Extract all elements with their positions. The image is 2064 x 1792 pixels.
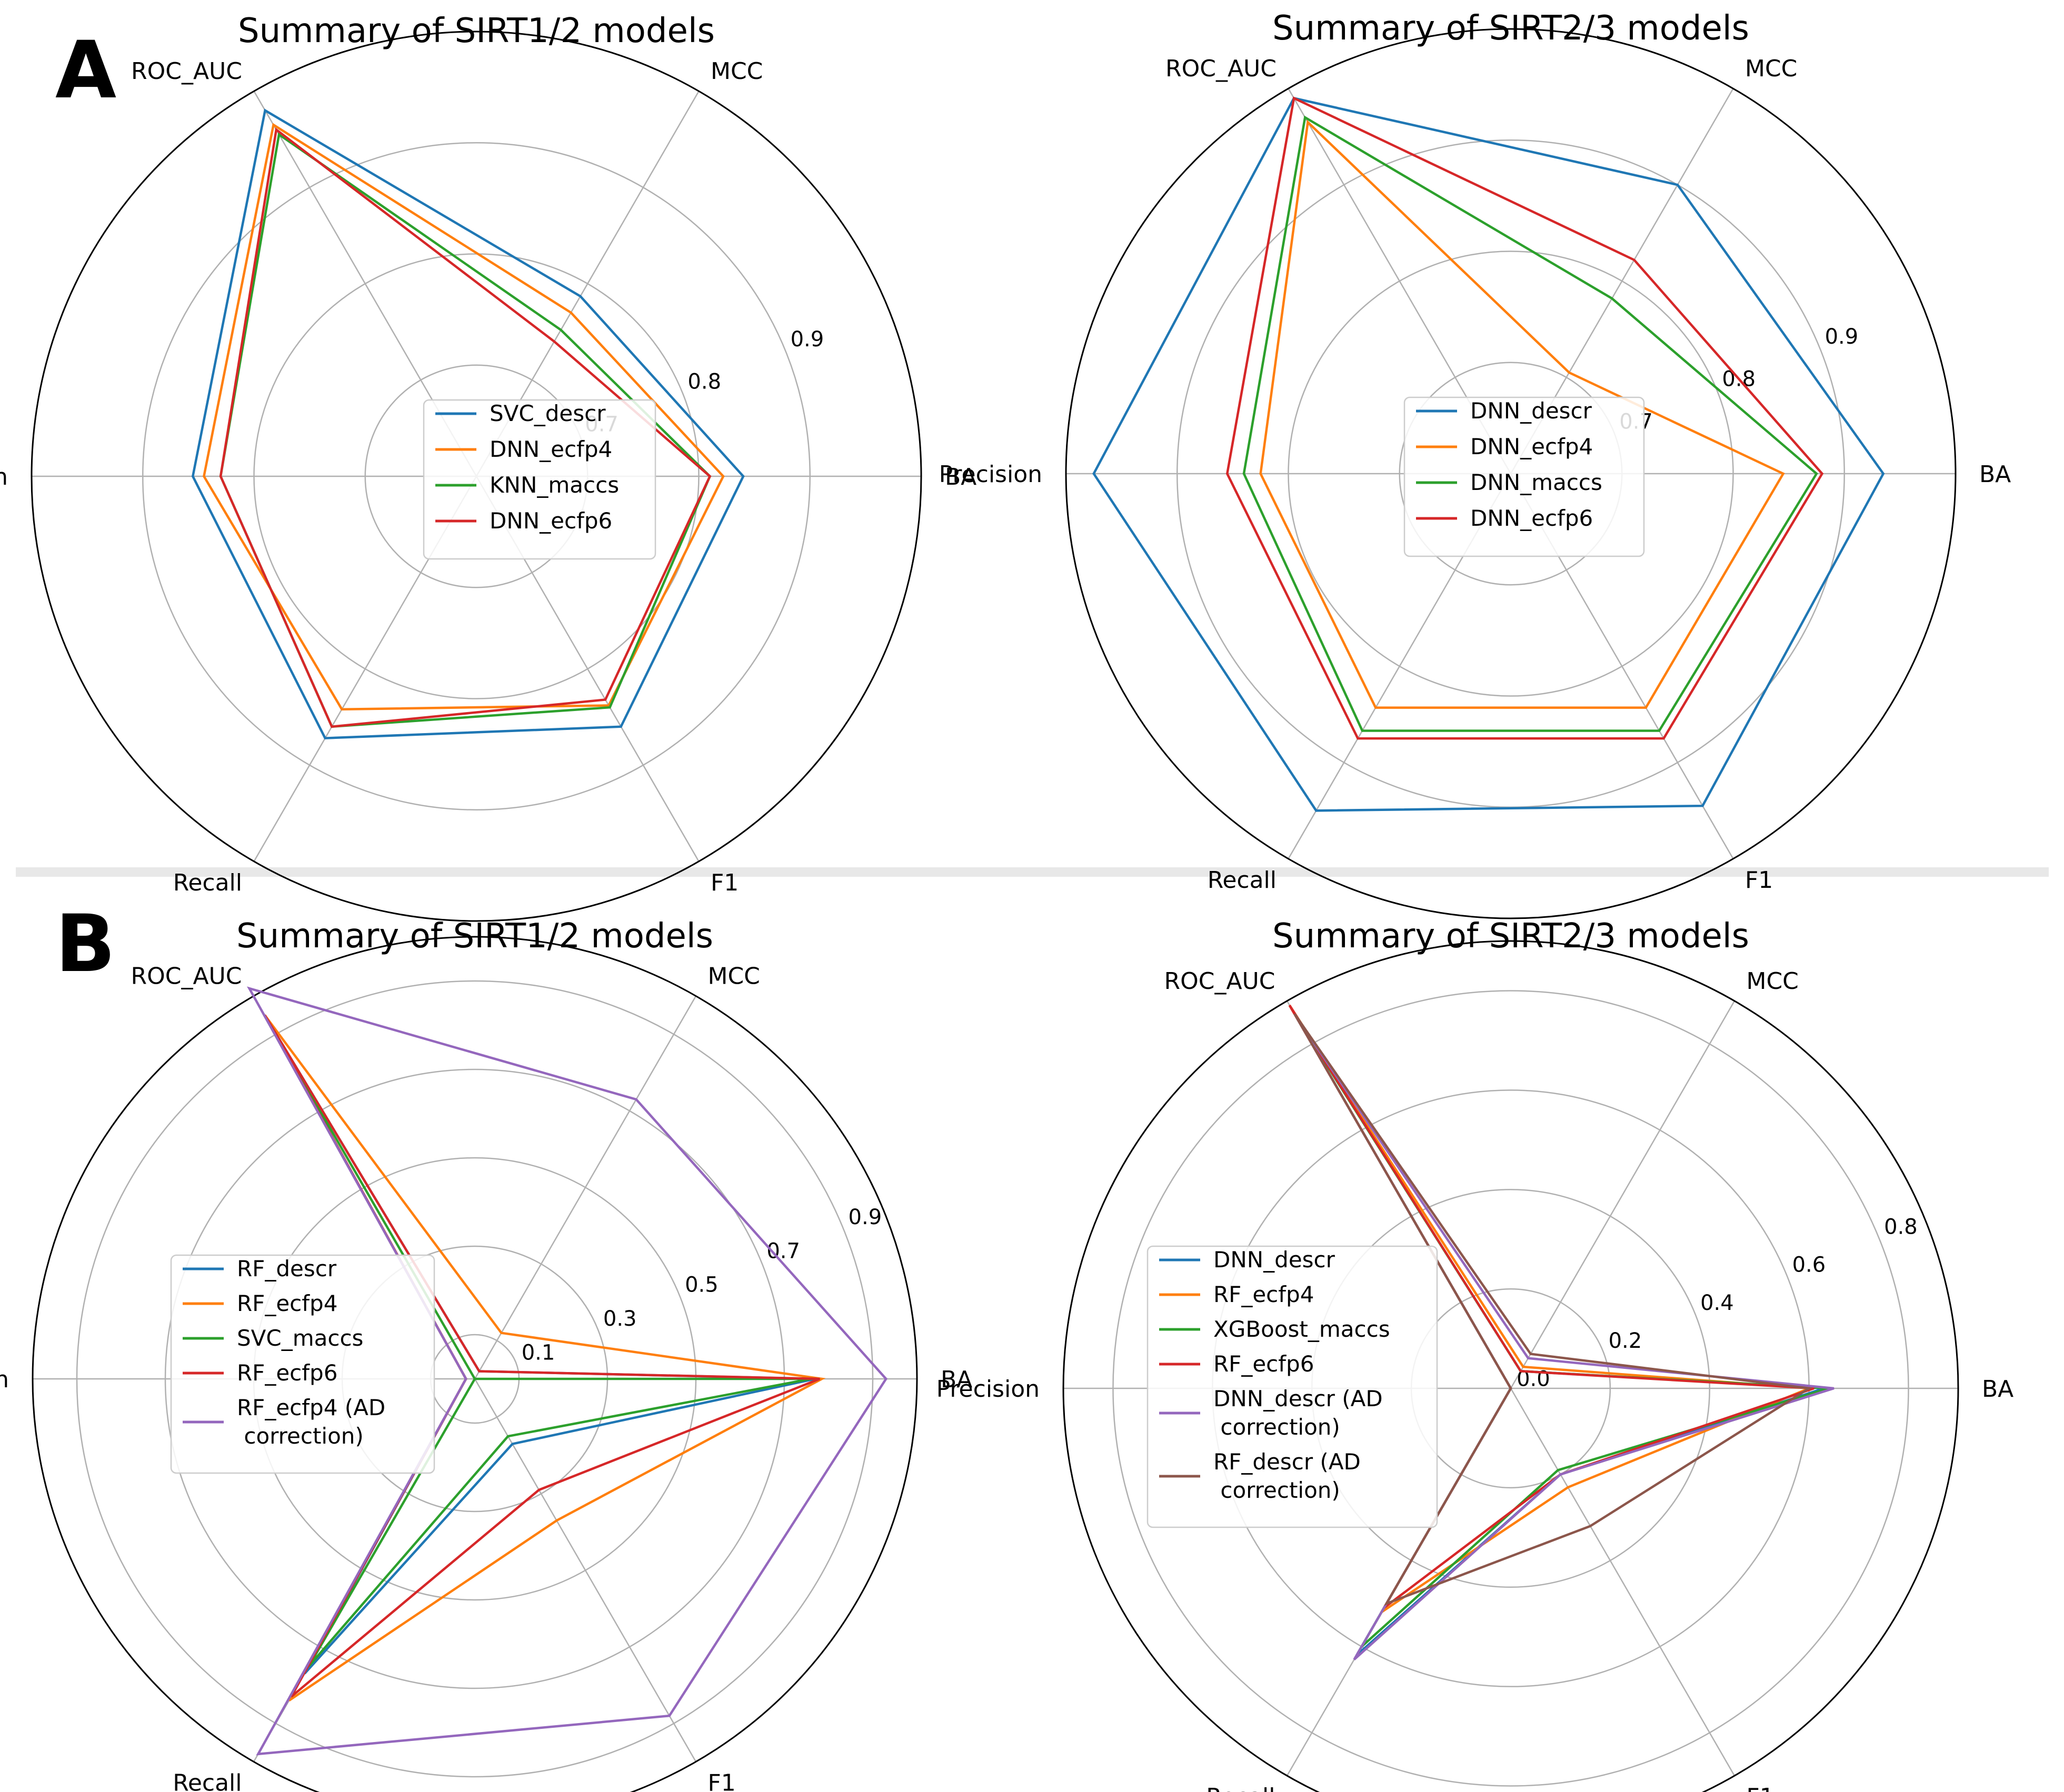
polar-frame <box>32 936 918 1792</box>
axis-label-precision: Precision <box>939 461 1042 488</box>
axis-label-roc-auc: ROC_AUC <box>1164 968 1275 995</box>
axis-label-recall: Recall <box>1208 867 1277 894</box>
axis-label-roc-auc: ROC_AUC <box>131 58 242 85</box>
radial-tick-label: 0.5 <box>685 1273 719 1297</box>
series-line-4 <box>1225 96 1824 740</box>
legend-entry-4: DNN_ecfp6 <box>490 508 612 534</box>
series-line-2 <box>1259 119 1785 709</box>
axis-spoke <box>1510 1000 1736 1389</box>
legend-entry-4: RF_ecfp6 <box>1213 1351 1314 1377</box>
radial-tick-label: 0.9 <box>849 1205 882 1229</box>
legend-entry-6: RF_descr (AD correction) <box>1213 1449 1361 1503</box>
legend-entry-1: DNN_descr <box>1470 398 1592 424</box>
series-line-1 <box>191 108 745 739</box>
axis-label-mcc: MCC <box>711 58 763 85</box>
axis-spoke <box>1510 1388 1736 1776</box>
polar-frame <box>31 31 922 922</box>
series-line-4 <box>219 127 712 728</box>
axis-label-f1: F1 <box>1745 867 1773 894</box>
polar-frame <box>1062 940 1959 1792</box>
axis-label-f1: F1 <box>708 1769 736 1792</box>
series-line-3 <box>275 1034 811 1667</box>
legend-entry-5: RF_ecfp4 (AD correction) <box>237 1395 385 1449</box>
radar-chart-1: Summary of SIRT1/2 modelsBAMCCROC_AUCPre… <box>0 12 976 922</box>
legend-entry-2: RF_ecfp4 <box>237 1290 337 1316</box>
radar-chart-4: Summary of SIRT2/3 models BA MCC ROC_AUC Pre… <box>936 917 2013 1792</box>
series-line-6 <box>1293 1013 1813 1606</box>
legend-entry-4: RF_ecfp6 <box>237 1360 337 1386</box>
axis-spoke <box>474 995 697 1379</box>
axis-label-precision: Precision <box>0 464 8 490</box>
axis-label-precision: Precision <box>936 1376 1040 1403</box>
axis-label-mcc: MCC <box>1747 968 1799 995</box>
axis-label-ba: BA <box>1979 461 2011 488</box>
legend-entry-3: DNN_maccs <box>1470 469 1602 495</box>
radial-tick-label: 0.8 <box>1884 1215 1918 1239</box>
legend <box>170 1254 435 1474</box>
axis-label-ba: BA <box>1982 1376 2013 1403</box>
legend-entry-2: DNN_ecfp4 <box>490 436 612 462</box>
legend <box>423 399 656 560</box>
legend-entry-5: DNN_descr (AD correction) <box>1213 1386 1383 1440</box>
legend-entry-2: DNN_ecfp4 <box>1470 434 1593 459</box>
charts-layer: Summary of SIRT1/2 modelsBAMCCROC_AUCPre… <box>0 9 2013 1792</box>
series-line-3 <box>1242 115 1818 732</box>
legend <box>1403 396 1645 557</box>
axis-label-precision: Precision <box>0 1366 9 1393</box>
chart-title: Summary of SIRT2/3 models <box>1272 917 1749 956</box>
legend-entry-3: XGBoost_maccs <box>1213 1316 1390 1342</box>
legend-entry-1: RF_descr <box>237 1256 337 1282</box>
radial-tick-label: 0.8 <box>687 370 721 394</box>
axis-label-ba: BA <box>945 464 976 490</box>
radial-tick-label: 0.6 <box>1792 1253 1826 1277</box>
panel-letter-a: A <box>55 25 116 116</box>
axis-label-mcc: MCC <box>708 963 760 990</box>
axis-label-roc-auc: ROC_AUC <box>131 963 242 990</box>
radial-tick-label: 0.4 <box>1700 1291 1734 1315</box>
axis-label-recall: Recall <box>173 869 242 896</box>
legend-entry-2: RF_ecfp4 <box>1213 1282 1314 1307</box>
legend-entry-3: SVC_maccs <box>237 1325 363 1351</box>
panel-separator <box>16 867 2049 877</box>
legend-entry-1: DNN_descr <box>1213 1247 1335 1273</box>
radar-chart-2: Summary of SIRT2/3 modelsBAMCCROC_AUCPre… <box>939 9 2011 919</box>
series-line-5 <box>246 986 888 1756</box>
panel-letter-b: B <box>55 898 115 990</box>
axis-label-mcc: MCC <box>1745 55 1797 82</box>
axis-label-f1: F1 <box>1747 1784 1774 1792</box>
radial-tick-label: 0.1 <box>522 1340 555 1365</box>
radial-tick-label: 0.9 <box>1825 325 1859 349</box>
axis-label-recall: Recall <box>173 1769 242 1792</box>
radial-tick-label: 0.9 <box>791 327 824 352</box>
axis-label-recall: Recall <box>1206 1784 1275 1792</box>
series-line-2 <box>203 123 725 710</box>
legend <box>1146 1245 1438 1528</box>
axis-label-roc-auc: ROC_AUC <box>1165 55 1277 82</box>
legend-entry-4: DNN_ecfp6 <box>1470 505 1593 531</box>
series-line-1 <box>1092 96 1885 812</box>
radial-tick-label: 0.2 <box>1609 1329 1642 1353</box>
polar-frame <box>1065 28 1957 919</box>
legend-entry-1: SVC_descr <box>490 401 606 426</box>
legend-entry-3: KNN_maccs <box>490 472 619 498</box>
radar-chart-3: Summary of SIRT1/2 modelsBAMCCROC_AUCPre… <box>0 917 972 1792</box>
axis-label-ba: BA <box>941 1366 972 1393</box>
axis-label-f1: F1 <box>711 869 739 896</box>
radial-tick-label: 0.3 <box>603 1307 637 1331</box>
axis-spoke <box>474 1378 697 1763</box>
